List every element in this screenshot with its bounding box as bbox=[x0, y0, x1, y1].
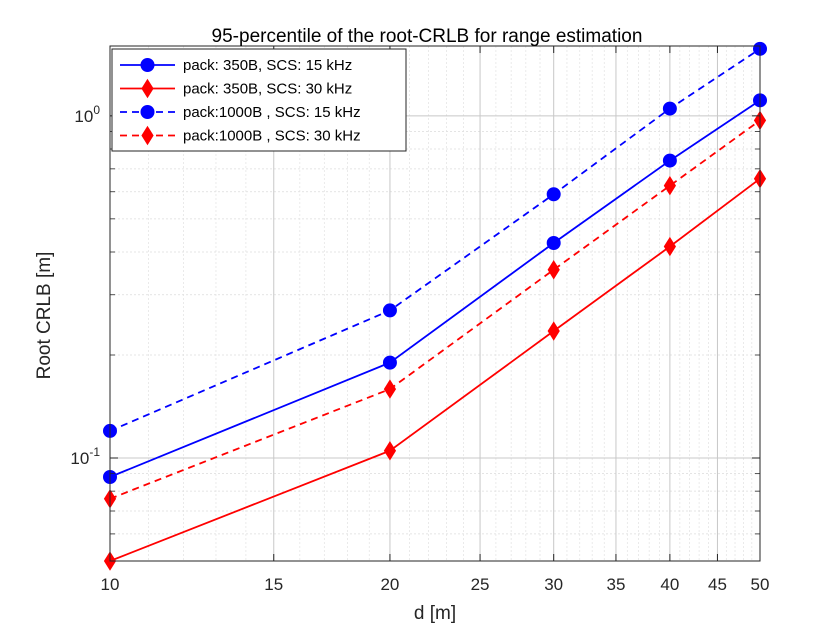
data-point bbox=[141, 125, 154, 146]
series-layer bbox=[103, 41, 767, 571]
data-point bbox=[382, 303, 397, 318]
y-tick-label: 100 bbox=[74, 103, 100, 126]
data-point bbox=[547, 260, 560, 280]
data-point bbox=[141, 78, 154, 99]
x-tick-label: 25 bbox=[471, 575, 490, 594]
data-point bbox=[662, 101, 677, 116]
data-point bbox=[383, 379, 397, 399]
legend-box bbox=[111, 48, 407, 152]
legend: pack: 350B, SCS: 15 kHz pack: 350B, SCS: … bbox=[111, 48, 407, 152]
y-axis-title: Root CRLB [m] bbox=[34, 252, 55, 380]
legend-item: pack:1000B , SCS: 15 kHz bbox=[120, 104, 361, 121]
data-point bbox=[383, 441, 397, 461]
legend-item: pack:1000B , SCS: 30 kHz bbox=[120, 125, 361, 146]
legend-item: pack: 350B, SCS: 15 kHz bbox=[120, 57, 352, 74]
data-point bbox=[663, 236, 676, 257]
legend-label: pack: 350B, SCS: 15 kHz bbox=[183, 57, 352, 74]
legend-item: pack: 350B, SCS: 30 kHz bbox=[120, 78, 352, 99]
minor-grid bbox=[110, 46, 760, 561]
plot-frame bbox=[109, 45, 761, 562]
x-tick-label: 40 bbox=[660, 575, 679, 594]
x-tick-label: 30 bbox=[544, 575, 563, 594]
data-point bbox=[140, 58, 155, 72]
y-tick-exponent: 0 bbox=[93, 103, 100, 117]
legend-label: pack:1000B , SCS: 30 kHz bbox=[183, 128, 361, 145]
x-tick-label: 35 bbox=[606, 575, 625, 594]
data-point bbox=[382, 355, 397, 370]
chart-title: 95-percentile of the root-CRLB for range… bbox=[212, 26, 643, 47]
data-point bbox=[546, 235, 561, 250]
x-axis-title: d [m] bbox=[414, 603, 456, 624]
x-tick-labels: 10 15 20 25 30 35 40 45 50 bbox=[101, 575, 770, 594]
legend-label: pack:1000B , SCS: 15 kHz bbox=[183, 104, 361, 121]
y-tick-base: 10 bbox=[70, 449, 89, 468]
data-point bbox=[547, 321, 560, 341]
data-point bbox=[663, 175, 676, 196]
data-point bbox=[546, 187, 561, 202]
data-point bbox=[662, 153, 677, 168]
x-tick-label: 50 bbox=[751, 575, 770, 594]
y-tick-exponent: -1 bbox=[89, 445, 100, 459]
x-tick-label: 10 bbox=[101, 575, 120, 594]
legend-label: pack: 350B, SCS: 30 kHz bbox=[183, 81, 352, 98]
y-tick-label: 10-1 bbox=[70, 445, 100, 468]
data-point bbox=[140, 105, 155, 119]
y-tick-base: 10 bbox=[74, 107, 93, 126]
series-1 bbox=[103, 93, 767, 484]
axis-ticks bbox=[109, 46, 761, 561]
x-tick-label: 20 bbox=[380, 575, 399, 594]
x-tick-label: 45 bbox=[708, 575, 727, 594]
x-tick-label: 15 bbox=[264, 575, 283, 594]
